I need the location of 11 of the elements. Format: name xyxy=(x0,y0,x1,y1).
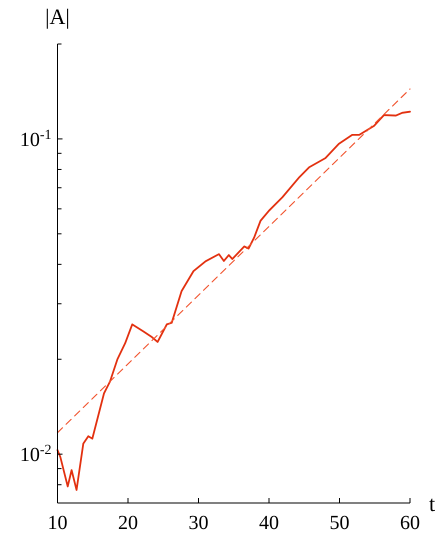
line-series xyxy=(56,110,411,491)
y-tick-label: 10$^{-2}$ xyxy=(20,442,52,466)
y-tick-label: 10$^{-1}$ xyxy=(20,127,52,151)
x-tick-label: 50 xyxy=(330,512,350,534)
x-tick-label: 30 xyxy=(188,512,208,534)
x-tick-label: 10 xyxy=(48,512,68,534)
x-tick-label: 60 xyxy=(400,512,420,534)
y-axis-title: |A| xyxy=(45,4,70,29)
x-tick-label: 40 xyxy=(259,512,279,534)
x-tick-label: 20 xyxy=(118,512,138,534)
x-axis-title: t xyxy=(428,491,436,516)
